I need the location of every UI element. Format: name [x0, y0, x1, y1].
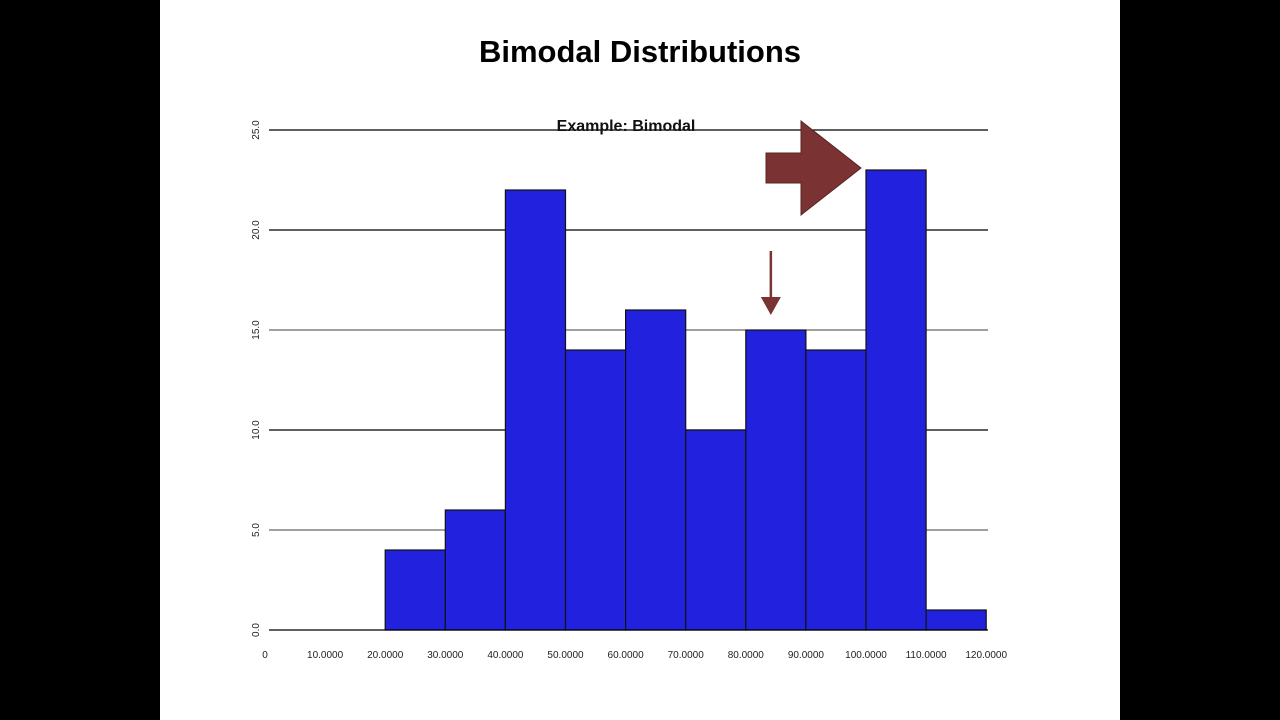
- y-tick-label-3: 15.0: [251, 320, 262, 340]
- x-tick-label-4: 40.0000: [487, 650, 524, 661]
- x-tick-label-1: 10.0000: [307, 650, 344, 661]
- x-tick-labels: 0 10.0000 20.0000 30.0000 40.0000 50.0000 60.0…: [262, 650, 1007, 661]
- x-tick-label-11: 110.0000: [906, 650, 947, 661]
- thin-arrow-annotation: [760, 297, 781, 315]
- x-tick-label-12: 120.0000: [965, 650, 1007, 661]
- x-tick-label-7: 70.0000: [668, 650, 705, 661]
- annotations: [760, 119, 862, 315]
- histogram-bar-1: [444, 509, 506, 631]
- x-tick-label-3: 30.0000: [427, 650, 464, 661]
- histogram-bar-4: [625, 309, 687, 631]
- y-tick-labels: 0.0 5.0 10.0 15.0 20.0 25.0: [251, 120, 262, 637]
- x-tick-label-0: 0: [262, 650, 268, 661]
- slide-title: Bimodal Distributions: [478, 34, 802, 69]
- histogram-bar-9: [925, 609, 987, 631]
- histogram-bar-0: [384, 549, 446, 631]
- y-tick-label-5: 25.0: [251, 120, 262, 140]
- histogram-chart: 0.0 5.0 10.0 15.0 20.0 25.0 0 10.0000 20.0000 30…: [251, 118, 1007, 661]
- slide-canvas: Bimodal Distributions 0.0 5.0 10.0 15.0 20.0…: [160, 0, 1120, 720]
- x-tick-label-8: 80.0000: [728, 650, 765, 661]
- histogram-bar-5: [685, 429, 747, 631]
- x-tick-label-6: 60.0000: [608, 650, 645, 661]
- y-tick-label-4: 20.0: [251, 220, 262, 240]
- histogram-bar-7: [805, 349, 867, 631]
- histogram-bar-6: [745, 329, 807, 631]
- x-tick-label-2: 20.0000: [367, 650, 404, 661]
- y-tick-label-2: 10.0: [251, 420, 262, 440]
- histogram-bar-8: [865, 169, 927, 631]
- histogram-bars: [384, 169, 987, 631]
- histogram-bar-2: [504, 189, 567, 631]
- y-tick-label-1: 5.0: [251, 523, 262, 537]
- x-tick-label-10: 100.0000: [845, 650, 887, 661]
- block-arrow-annotation: [765, 119, 862, 217]
- y-tick-label-0: 0.0: [251, 623, 262, 637]
- x-tick-label-9: 90.0000: [788, 650, 825, 661]
- histogram-bar-3: [564, 349, 627, 631]
- x-tick-label-5: 50.0000: [547, 650, 584, 661]
- chart-title: Example: Bimodal: [557, 118, 696, 135]
